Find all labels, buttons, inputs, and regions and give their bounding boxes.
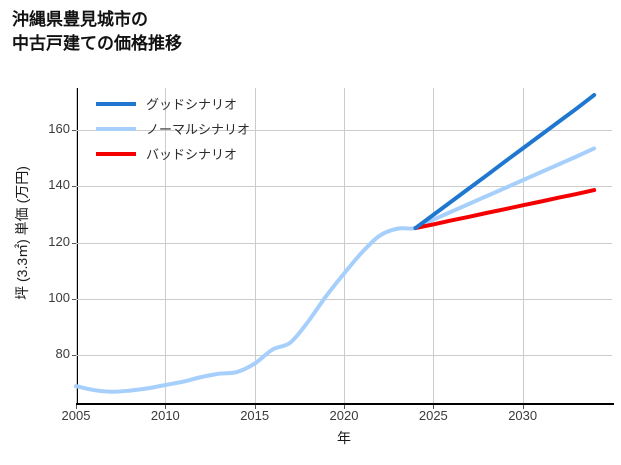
- x-tick-2015: 2015: [240, 408, 270, 423]
- y-tick-140: 140: [48, 177, 70, 193]
- gridline-x-2020: [344, 88, 345, 403]
- x-tick-mark-2020: [344, 405, 345, 409]
- legend-item-good: グッドシナリオ: [96, 92, 306, 117]
- gridline-x-2030: [522, 88, 524, 403]
- line-バッドシナリオ: [413, 188, 597, 231]
- x-tick-mark-2005: [76, 405, 77, 409]
- line-ノーマルシナリオ: [74, 146, 597, 394]
- gridline-x-2025: [433, 88, 435, 403]
- legend-swatch-normal: [96, 127, 136, 131]
- x-tick-2010: 2010: [150, 408, 180, 423]
- y-axis-title: 坪 (3.3㎡) 単価 (万円): [14, 165, 30, 300]
- y-tick-mark-80: [72, 355, 76, 357]
- x-tick-mark-2010: [165, 405, 167, 409]
- x-tick-mark-2030: [522, 405, 524, 409]
- line-グッドシナリオ: [413, 93, 597, 231]
- y-tick-160: 160: [48, 121, 70, 137]
- x-tick-2025: 2025: [418, 408, 448, 423]
- y-tick-mark-140: [72, 186, 76, 188]
- x-tick-2005: 2005: [61, 408, 91, 423]
- y-axis-spine: [76, 88, 78, 405]
- gridline-x-2015: [254, 88, 256, 403]
- plot-area: [74, 88, 612, 403]
- y-tick-mark-160: [72, 130, 76, 132]
- x-axis-spine: [76, 403, 614, 405]
- y-tick-mark-100: [72, 298, 76, 300]
- gridline-x-2005: [76, 88, 77, 403]
- x-tick-2020: 2020: [329, 408, 359, 423]
- legend-item-bad: バッドシナリオ: [96, 142, 306, 167]
- series-lines: [74, 93, 597, 394]
- legend-label-bad: バッドシナリオ: [146, 147, 238, 162]
- x-axis-title: 年: [337, 430, 351, 446]
- x-tick-mark-2025: [433, 405, 435, 409]
- legend-swatch-bad: [96, 152, 136, 156]
- legend-item-normal: ノーマルシナリオ: [96, 117, 306, 142]
- x-tick-mark-2015: [254, 405, 256, 409]
- y-tick-mark-120: [72, 242, 76, 244]
- page-title: 沖縄県豊見城市の 中古戸建ての価格推移: [12, 10, 182, 54]
- x-tick-2030: 2030: [508, 408, 538, 423]
- legend-swatch-good: [96, 102, 136, 106]
- legend-label-good: グッドシナリオ: [146, 97, 238, 112]
- chart-legend: グッドシナリオ ノーマルシナリオ バッドシナリオ: [96, 92, 306, 167]
- gridline-x-2010: [165, 88, 167, 403]
- legend-label-normal: ノーマルシナリオ: [146, 122, 251, 137]
- y-tick-100: 100: [48, 289, 70, 305]
- y-tick-120: 120: [48, 233, 70, 249]
- y-tick-80: 80: [55, 346, 70, 362]
